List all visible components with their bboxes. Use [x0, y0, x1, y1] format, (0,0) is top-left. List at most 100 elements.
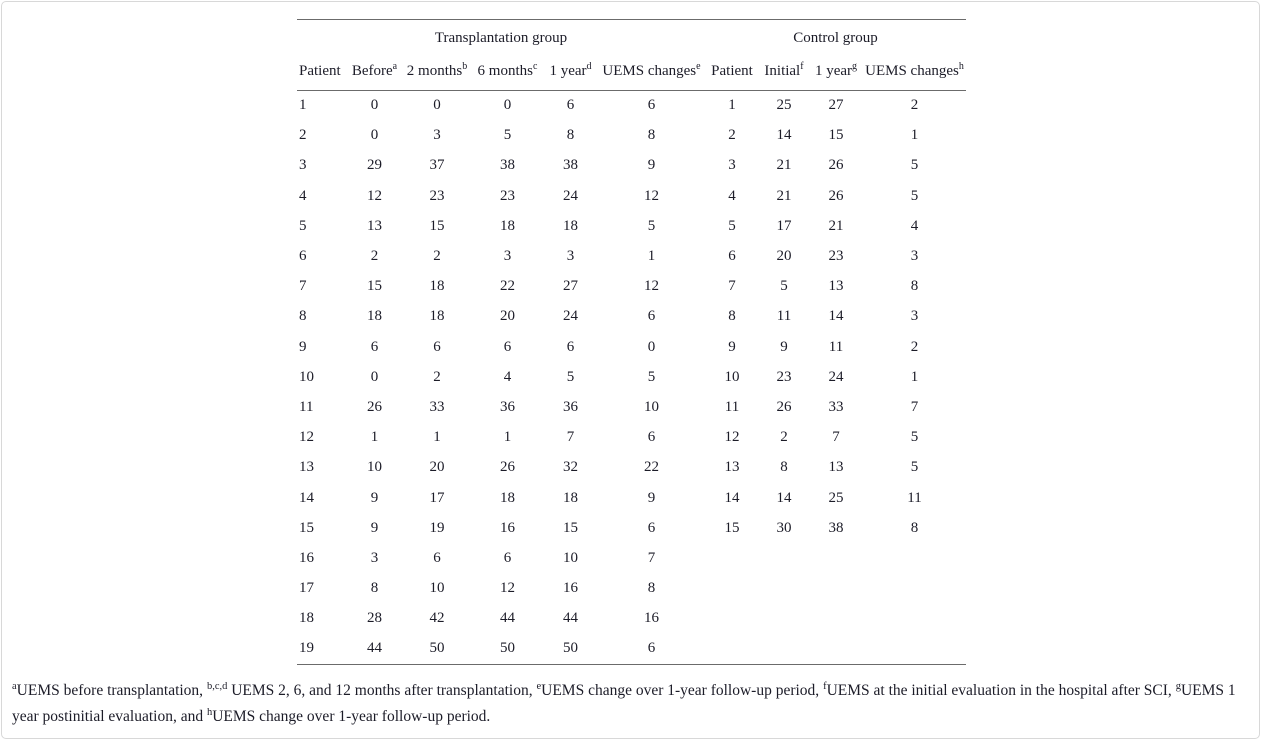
table-row: 18 28 42 44 44 16	[297, 604, 966, 634]
cell: 23	[776, 368, 792, 385]
cell: 3	[728, 157, 736, 174]
cell	[863, 634, 966, 664]
cell: 10	[299, 368, 314, 385]
cell: 2	[910, 97, 919, 114]
cell: 18	[563, 217, 578, 234]
col-header-uems-changes: UEMS changese	[598, 53, 705, 91]
cell: 18	[500, 217, 515, 234]
cell: 6	[647, 519, 656, 536]
cell: 12	[299, 429, 314, 446]
cell: 11	[299, 398, 314, 415]
cell: 18	[500, 489, 515, 506]
cell: 37	[429, 157, 445, 174]
cell: 1	[370, 429, 379, 446]
table-row: 2 0 3 5 8 8 2 14 15 1	[297, 121, 966, 151]
cell: 26	[828, 157, 844, 174]
cell	[759, 634, 809, 664]
cell: 11	[776, 308, 792, 325]
cell: 20	[429, 459, 445, 476]
cell: 14	[299, 489, 314, 506]
cell: 0	[433, 97, 441, 114]
col-header-patient-control: Patient	[705, 53, 759, 91]
cell: 6	[503, 549, 512, 566]
cell: 3	[433, 127, 441, 144]
cell: 9	[728, 338, 736, 355]
cell: 13	[828, 459, 844, 476]
cell: 6	[433, 549, 441, 566]
cell: 8	[910, 278, 919, 295]
cell: 1	[433, 429, 441, 446]
cell: 1	[910, 368, 919, 385]
table-row: 17 8 10 12 16 8	[297, 574, 966, 604]
cell: 10	[429, 580, 445, 597]
table-row: 5 13 15 18 18 5 5 17 21 4	[297, 211, 966, 241]
cell: 9	[780, 338, 788, 355]
cell: 13	[299, 459, 314, 476]
cell: 36	[500, 398, 515, 415]
cell: 9	[647, 157, 656, 174]
cell: 9	[370, 519, 379, 536]
cell: 16	[563, 580, 578, 597]
cell: 8	[370, 580, 379, 597]
cell: 6	[647, 97, 656, 114]
cell: 9	[299, 338, 307, 355]
table-row: 12 1 1 1 7 6 12 2 7 5	[297, 423, 966, 453]
cell: 1	[503, 429, 512, 446]
cell	[705, 634, 759, 664]
cell: 8	[780, 459, 788, 476]
cell: 26	[776, 398, 792, 415]
cell: 16	[644, 610, 659, 627]
cell: 5	[910, 187, 919, 204]
cell: 18	[367, 308, 382, 325]
cell: 21	[776, 157, 792, 174]
cell: 8	[728, 308, 736, 325]
cell: 4	[728, 187, 736, 204]
cell: 17	[299, 580, 314, 597]
cell: 20	[500, 308, 515, 325]
cell: 14	[776, 489, 792, 506]
cell: 2	[299, 127, 307, 144]
cell: 32	[563, 459, 578, 476]
cell: 12	[724, 429, 740, 446]
col-header-before: Beforea	[347, 53, 402, 91]
cell: 44	[500, 610, 515, 627]
cell	[809, 543, 863, 573]
cell	[809, 574, 863, 604]
cell: 8	[910, 519, 919, 536]
cell: 38	[500, 157, 515, 174]
cell: 5	[728, 217, 736, 234]
table-row: 7 15 18 22 27 12 7 5 13 8	[297, 272, 966, 302]
cell: 7	[832, 429, 840, 446]
cell: 2	[910, 338, 919, 355]
cell: 13	[724, 459, 740, 476]
cell: 7	[566, 429, 575, 446]
cell: 14	[724, 489, 740, 506]
cell: 6	[728, 248, 736, 265]
cell	[863, 543, 966, 573]
cell: 12	[500, 580, 515, 597]
cell: 25	[776, 97, 792, 114]
column-header-row: Patient Beforea 2 monthsb 6 monthsc 1 ye…	[297, 53, 966, 91]
cell: 1	[299, 97, 307, 114]
col-header-2-months: 2 monthsb	[402, 53, 472, 91]
cell: 50	[500, 640, 515, 657]
cell: 17	[429, 489, 445, 506]
table-row: 9 6 6 6 6 0 9 9 11 2	[297, 332, 966, 362]
table-row: 13 10 20 26 32 22 13 8 13 5	[297, 453, 966, 483]
cell: 2	[370, 248, 379, 265]
cell	[705, 604, 759, 634]
cell: 1	[647, 248, 656, 265]
cell: 11	[724, 398, 740, 415]
cell: 15	[367, 278, 382, 295]
cell: 3	[566, 248, 575, 265]
cell	[809, 604, 863, 634]
cell: 6	[647, 308, 656, 325]
cell: 29	[367, 157, 382, 174]
cell: 0	[647, 338, 656, 355]
col-header-6-months: 6 monthsc	[472, 53, 543, 91]
cell: 5	[910, 157, 919, 174]
cell: 4	[299, 187, 307, 204]
cell: 0	[370, 368, 379, 385]
cell: 27	[828, 97, 844, 114]
